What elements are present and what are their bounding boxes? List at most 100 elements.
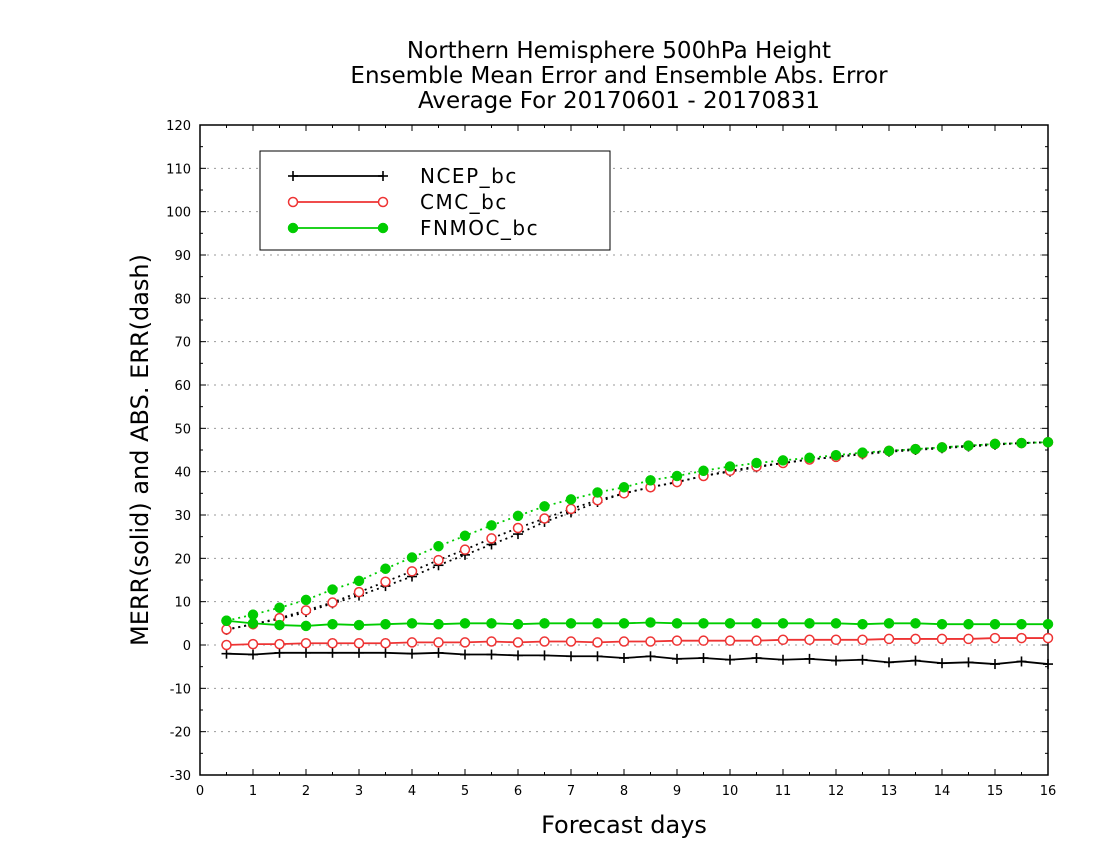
ncep-bc-merr-point bbox=[990, 659, 1000, 670]
x-tick-label: 10 bbox=[722, 784, 739, 799]
fnmoc-bc-merr-point bbox=[777, 618, 789, 629]
cmc-bc-merr-point bbox=[1016, 632, 1027, 644]
cmc-bc-merr-point bbox=[380, 638, 391, 649]
cmc-bc-merr-line bbox=[226, 637, 1048, 646]
ncep-bc-merr-point bbox=[407, 648, 417, 659]
fnmoc-bc-abs-err-line bbox=[226, 441, 1049, 622]
y-tick-label: 40 bbox=[174, 466, 191, 481]
fnmoc-bc-merr-point bbox=[645, 617, 656, 628]
x-tick-label: 8 bbox=[620, 784, 628, 799]
fnmoc-bc-merr-point bbox=[353, 619, 365, 631]
cmc-bc-merr-point bbox=[963, 633, 974, 645]
cmc-bc-merr-point bbox=[353, 638, 365, 649]
ncep-bc-merr-point bbox=[645, 651, 656, 662]
fnmoc-bc-abs-err-point bbox=[963, 440, 974, 451]
legend-marker-ncep-bc bbox=[288, 171, 298, 181]
legend-label-fnmoc-bc: FNMOC_bc bbox=[420, 216, 539, 240]
fnmoc-bc-abs-err-point bbox=[698, 465, 709, 477]
x-tick-label: 13 bbox=[881, 784, 898, 799]
fnmoc-bc-abs-err-point bbox=[459, 530, 471, 542]
fnmoc-bc-merr-point bbox=[1042, 618, 1054, 630]
fnmoc-bc-abs-err-point bbox=[327, 584, 338, 595]
fnmoc-bc-merr-point bbox=[406, 618, 418, 629]
y-tick-label: 110 bbox=[166, 162, 191, 177]
title-line: Northern Hemisphere 500hPa Height bbox=[407, 38, 831, 64]
x-tick-label: 6 bbox=[514, 784, 522, 799]
x-tick-label: 15 bbox=[987, 784, 1004, 799]
cmc-bc-merr-point bbox=[592, 637, 603, 648]
cmc-bc-merr-point bbox=[565, 636, 577, 647]
ncep-bc-merr-point bbox=[698, 653, 709, 663]
y-tick-label: 50 bbox=[174, 422, 191, 437]
cmc-bc-merr-point bbox=[618, 636, 630, 647]
fnmoc-bc-abs-err-point bbox=[857, 447, 868, 458]
fnmoc-bc-abs-err-point bbox=[724, 461, 736, 472]
ncep-bc-merr-point bbox=[778, 654, 788, 665]
series bbox=[221, 436, 1054, 670]
fnmoc-bc-abs-err-point bbox=[433, 540, 444, 552]
cmc-bc-abs-err-point bbox=[221, 624, 232, 635]
x-tick-label: 12 bbox=[828, 784, 845, 799]
legend-marker-cmc-bc bbox=[377, 196, 389, 208]
ncep-bc-merr-point bbox=[672, 653, 682, 664]
fnmoc-bc-merr-line bbox=[226, 619, 1048, 627]
fnmoc-bc-abs-err-point bbox=[751, 457, 762, 469]
fnmoc-bc-abs-err-point bbox=[353, 575, 365, 587]
y-tick-label: 30 bbox=[174, 509, 191, 524]
ncep-bc-merr-point bbox=[301, 647, 311, 658]
ncep-bc-merr-point bbox=[592, 651, 603, 662]
ncep-bc-merr-point bbox=[460, 649, 470, 660]
fnmoc-bc-abs-err-point bbox=[618, 482, 630, 493]
y-tick-label: 20 bbox=[174, 552, 191, 567]
ncep-bc-merr-point bbox=[1043, 659, 1053, 670]
cmc-bc-merr-point bbox=[936, 633, 948, 645]
fnmoc-bc-abs-err-point bbox=[671, 470, 683, 482]
fnmoc-bc-merr-point bbox=[592, 618, 603, 629]
fnmoc-bc-abs-err-point bbox=[406, 552, 418, 563]
x-axis-label: Forecast days bbox=[541, 811, 707, 839]
fnmoc-bc-merr-point bbox=[804, 618, 815, 629]
fnmoc-bc-merr-point bbox=[830, 618, 842, 629]
x-tick-label: 9 bbox=[673, 784, 681, 799]
ncep-bc-merr-point bbox=[380, 647, 391, 658]
cmc-bc-abs-err-point bbox=[512, 522, 524, 534]
fnmoc-bc-merr-point bbox=[857, 618, 868, 630]
fnmoc-bc-merr-point bbox=[539, 618, 550, 629]
fnmoc-bc-abs-err-point bbox=[883, 445, 895, 457]
ncep-bc-merr-point bbox=[1016, 656, 1027, 667]
legend-marker-fnmoc-bc bbox=[287, 222, 299, 234]
cmc-bc-merr-point bbox=[830, 634, 842, 646]
ncep-bc-merr-point bbox=[884, 657, 894, 668]
x-tick-label: 11 bbox=[775, 784, 792, 799]
fnmoc-bc-merr-point bbox=[327, 618, 338, 630]
ncep-bc-merr-point bbox=[804, 653, 815, 664]
fnmoc-bc-merr-point bbox=[486, 618, 497, 629]
x-tick-label: 4 bbox=[408, 784, 416, 799]
cmc-bc-merr-point bbox=[300, 638, 312, 649]
fnmoc-bc-abs-err-point bbox=[936, 442, 948, 453]
fnmoc-bc-merr-point bbox=[459, 618, 471, 629]
fnmoc-bc-abs-err-point bbox=[486, 520, 497, 531]
cmc-bc-merr-point bbox=[274, 638, 285, 650]
fnmoc-bc-merr-point bbox=[989, 618, 1001, 630]
fnmoc-bc-abs-err-point bbox=[380, 563, 391, 574]
fnmoc-bc-abs-err-point bbox=[300, 594, 312, 606]
y-tick-label: 120 bbox=[166, 119, 191, 134]
title-line: Average For 20170601 - 20170831 bbox=[418, 88, 820, 114]
fnmoc-bc-merr-point bbox=[963, 618, 974, 630]
legend-marker-fnmoc-bc bbox=[377, 222, 389, 234]
cmc-bc-merr-point bbox=[247, 638, 259, 650]
cmc-bc-merr-point bbox=[804, 634, 815, 646]
cmc-bc-merr-point bbox=[883, 633, 895, 645]
y-tick-label: 10 bbox=[174, 596, 191, 611]
x-tick-label: 5 bbox=[461, 784, 469, 799]
x-tick-label: 2 bbox=[302, 784, 310, 799]
cmc-bc-merr-point bbox=[777, 634, 789, 646]
fnmoc-bc-abs-err-point bbox=[1042, 436, 1054, 448]
cmc-bc-merr-point bbox=[698, 635, 709, 646]
fnmoc-bc-merr-point bbox=[751, 618, 762, 629]
plot-frame bbox=[199, 124, 1049, 776]
y-tick-label: -20 bbox=[170, 726, 191, 741]
cmc-bc-abs-err-point bbox=[380, 576, 391, 587]
